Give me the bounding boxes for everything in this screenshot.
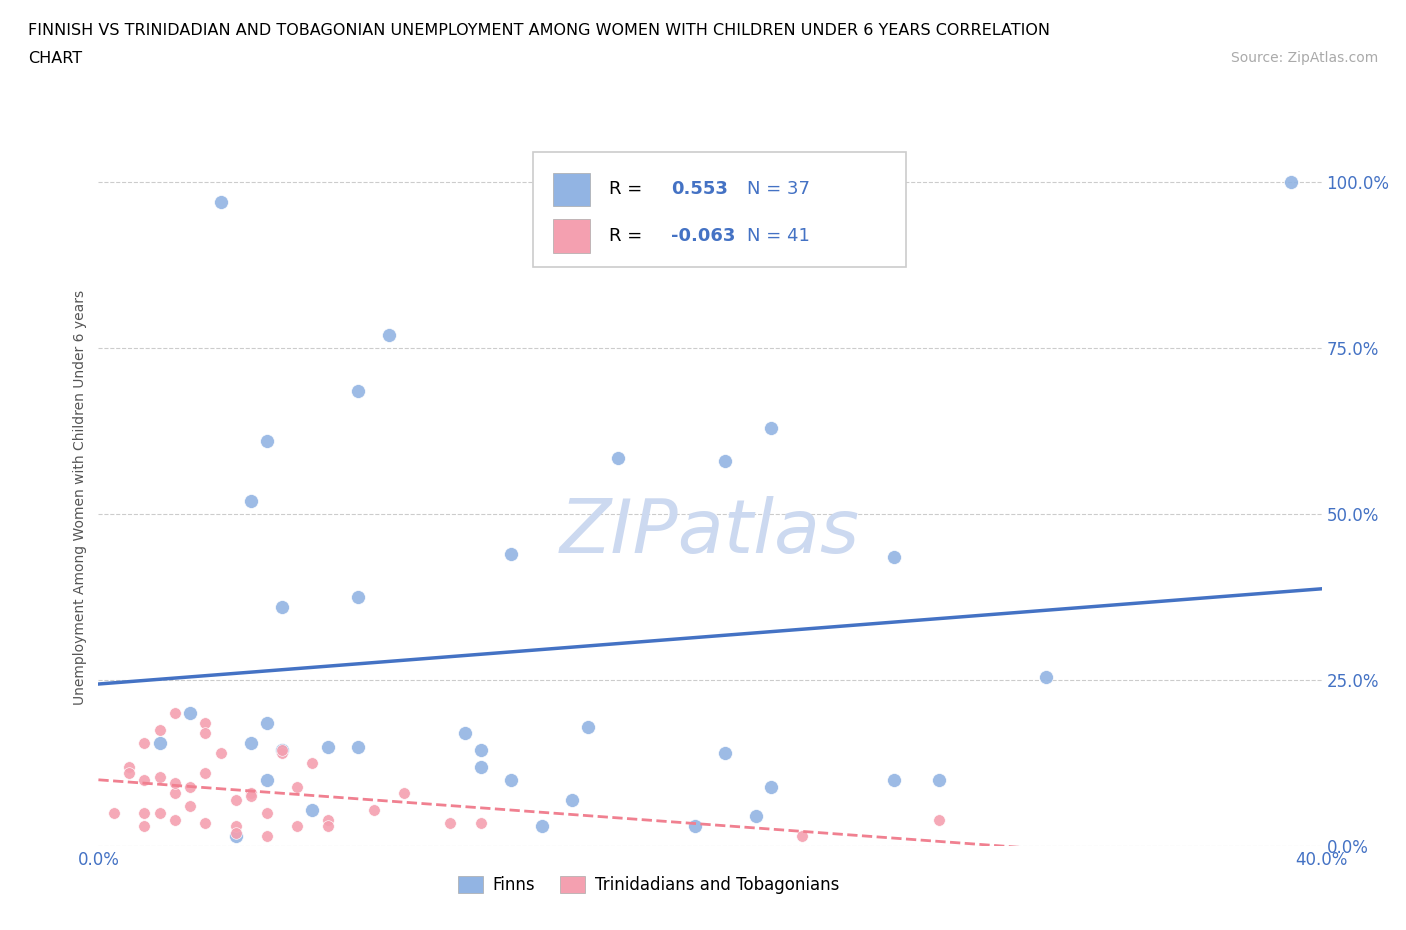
Point xyxy=(883,550,905,565)
Point xyxy=(316,819,339,834)
Text: Source: ZipAtlas.com: Source: ZipAtlas.com xyxy=(1230,51,1378,65)
Point xyxy=(1279,175,1302,190)
Point xyxy=(316,812,339,827)
Point xyxy=(761,420,783,435)
Point xyxy=(301,756,323,771)
Point xyxy=(256,805,278,820)
Point xyxy=(179,799,201,814)
Point xyxy=(149,723,172,737)
Point xyxy=(240,786,263,801)
Point xyxy=(270,600,294,615)
Point xyxy=(194,765,217,780)
FancyBboxPatch shape xyxy=(533,153,905,268)
Point xyxy=(149,805,172,820)
Point xyxy=(225,826,247,841)
Point xyxy=(256,433,278,448)
Point xyxy=(240,494,263,509)
Point xyxy=(761,779,783,794)
Point xyxy=(607,450,630,465)
Point xyxy=(790,829,813,844)
Point xyxy=(501,547,523,562)
Legend: Finns, Trinidadians and Tobagonians: Finns, Trinidadians and Tobagonians xyxy=(451,870,846,901)
Point xyxy=(134,736,156,751)
Point xyxy=(454,726,477,741)
Y-axis label: Unemployment Among Women with Children Under 6 years: Unemployment Among Women with Children U… xyxy=(73,290,87,705)
Point xyxy=(118,765,141,780)
Point xyxy=(163,776,186,790)
Point xyxy=(347,739,370,754)
Text: CHART: CHART xyxy=(28,51,82,66)
Point xyxy=(194,726,217,741)
Point xyxy=(928,773,950,788)
FancyBboxPatch shape xyxy=(554,219,591,253)
Point xyxy=(285,819,308,834)
Point xyxy=(209,746,232,761)
Point xyxy=(179,706,201,721)
Point xyxy=(347,384,370,399)
Point xyxy=(240,789,263,804)
Point xyxy=(683,819,706,834)
Point xyxy=(714,454,737,469)
Text: R =: R = xyxy=(609,180,648,198)
Text: 0.553: 0.553 xyxy=(671,180,728,198)
Point xyxy=(163,812,186,827)
Point xyxy=(194,716,217,731)
Point xyxy=(270,746,294,761)
Point xyxy=(363,803,385,817)
Text: -0.063: -0.063 xyxy=(671,227,735,245)
Point xyxy=(270,742,294,757)
Point xyxy=(163,786,186,801)
Point xyxy=(501,773,523,788)
Point xyxy=(470,759,492,774)
Point xyxy=(225,829,247,844)
Point xyxy=(179,779,201,794)
Point xyxy=(745,809,768,824)
Point xyxy=(928,812,950,827)
Point xyxy=(714,746,737,761)
Point xyxy=(256,716,278,731)
Text: R =: R = xyxy=(609,227,648,245)
Point xyxy=(225,792,247,807)
Point xyxy=(470,816,492,830)
Point xyxy=(530,819,553,834)
Point xyxy=(103,805,125,820)
Point xyxy=(149,769,172,784)
Point xyxy=(256,773,278,788)
Text: N = 41: N = 41 xyxy=(747,227,810,245)
Point xyxy=(209,194,232,209)
Point xyxy=(134,773,156,788)
Point xyxy=(118,759,141,774)
Point xyxy=(285,779,308,794)
Point xyxy=(256,829,278,844)
Point xyxy=(392,786,416,801)
Point xyxy=(163,706,186,721)
Point xyxy=(378,327,401,342)
Point xyxy=(561,792,583,807)
Point xyxy=(301,803,323,817)
Point xyxy=(134,805,156,820)
Point xyxy=(240,736,263,751)
Point xyxy=(439,816,461,830)
Point xyxy=(149,736,172,751)
Text: ZIPatlas: ZIPatlas xyxy=(560,497,860,568)
FancyBboxPatch shape xyxy=(554,173,591,206)
Point xyxy=(470,742,492,757)
Point xyxy=(134,819,156,834)
Text: FINNISH VS TRINIDADIAN AND TOBAGONIAN UNEMPLOYMENT AMONG WOMEN WITH CHILDREN UND: FINNISH VS TRINIDADIAN AND TOBAGONIAN UN… xyxy=(28,23,1050,38)
Point xyxy=(1035,670,1057,684)
Point xyxy=(316,739,339,754)
Point xyxy=(194,816,217,830)
Point xyxy=(883,773,905,788)
Point xyxy=(347,590,370,604)
Point xyxy=(270,742,294,757)
Point xyxy=(576,719,599,734)
Point xyxy=(225,819,247,834)
Text: N = 37: N = 37 xyxy=(747,180,810,198)
